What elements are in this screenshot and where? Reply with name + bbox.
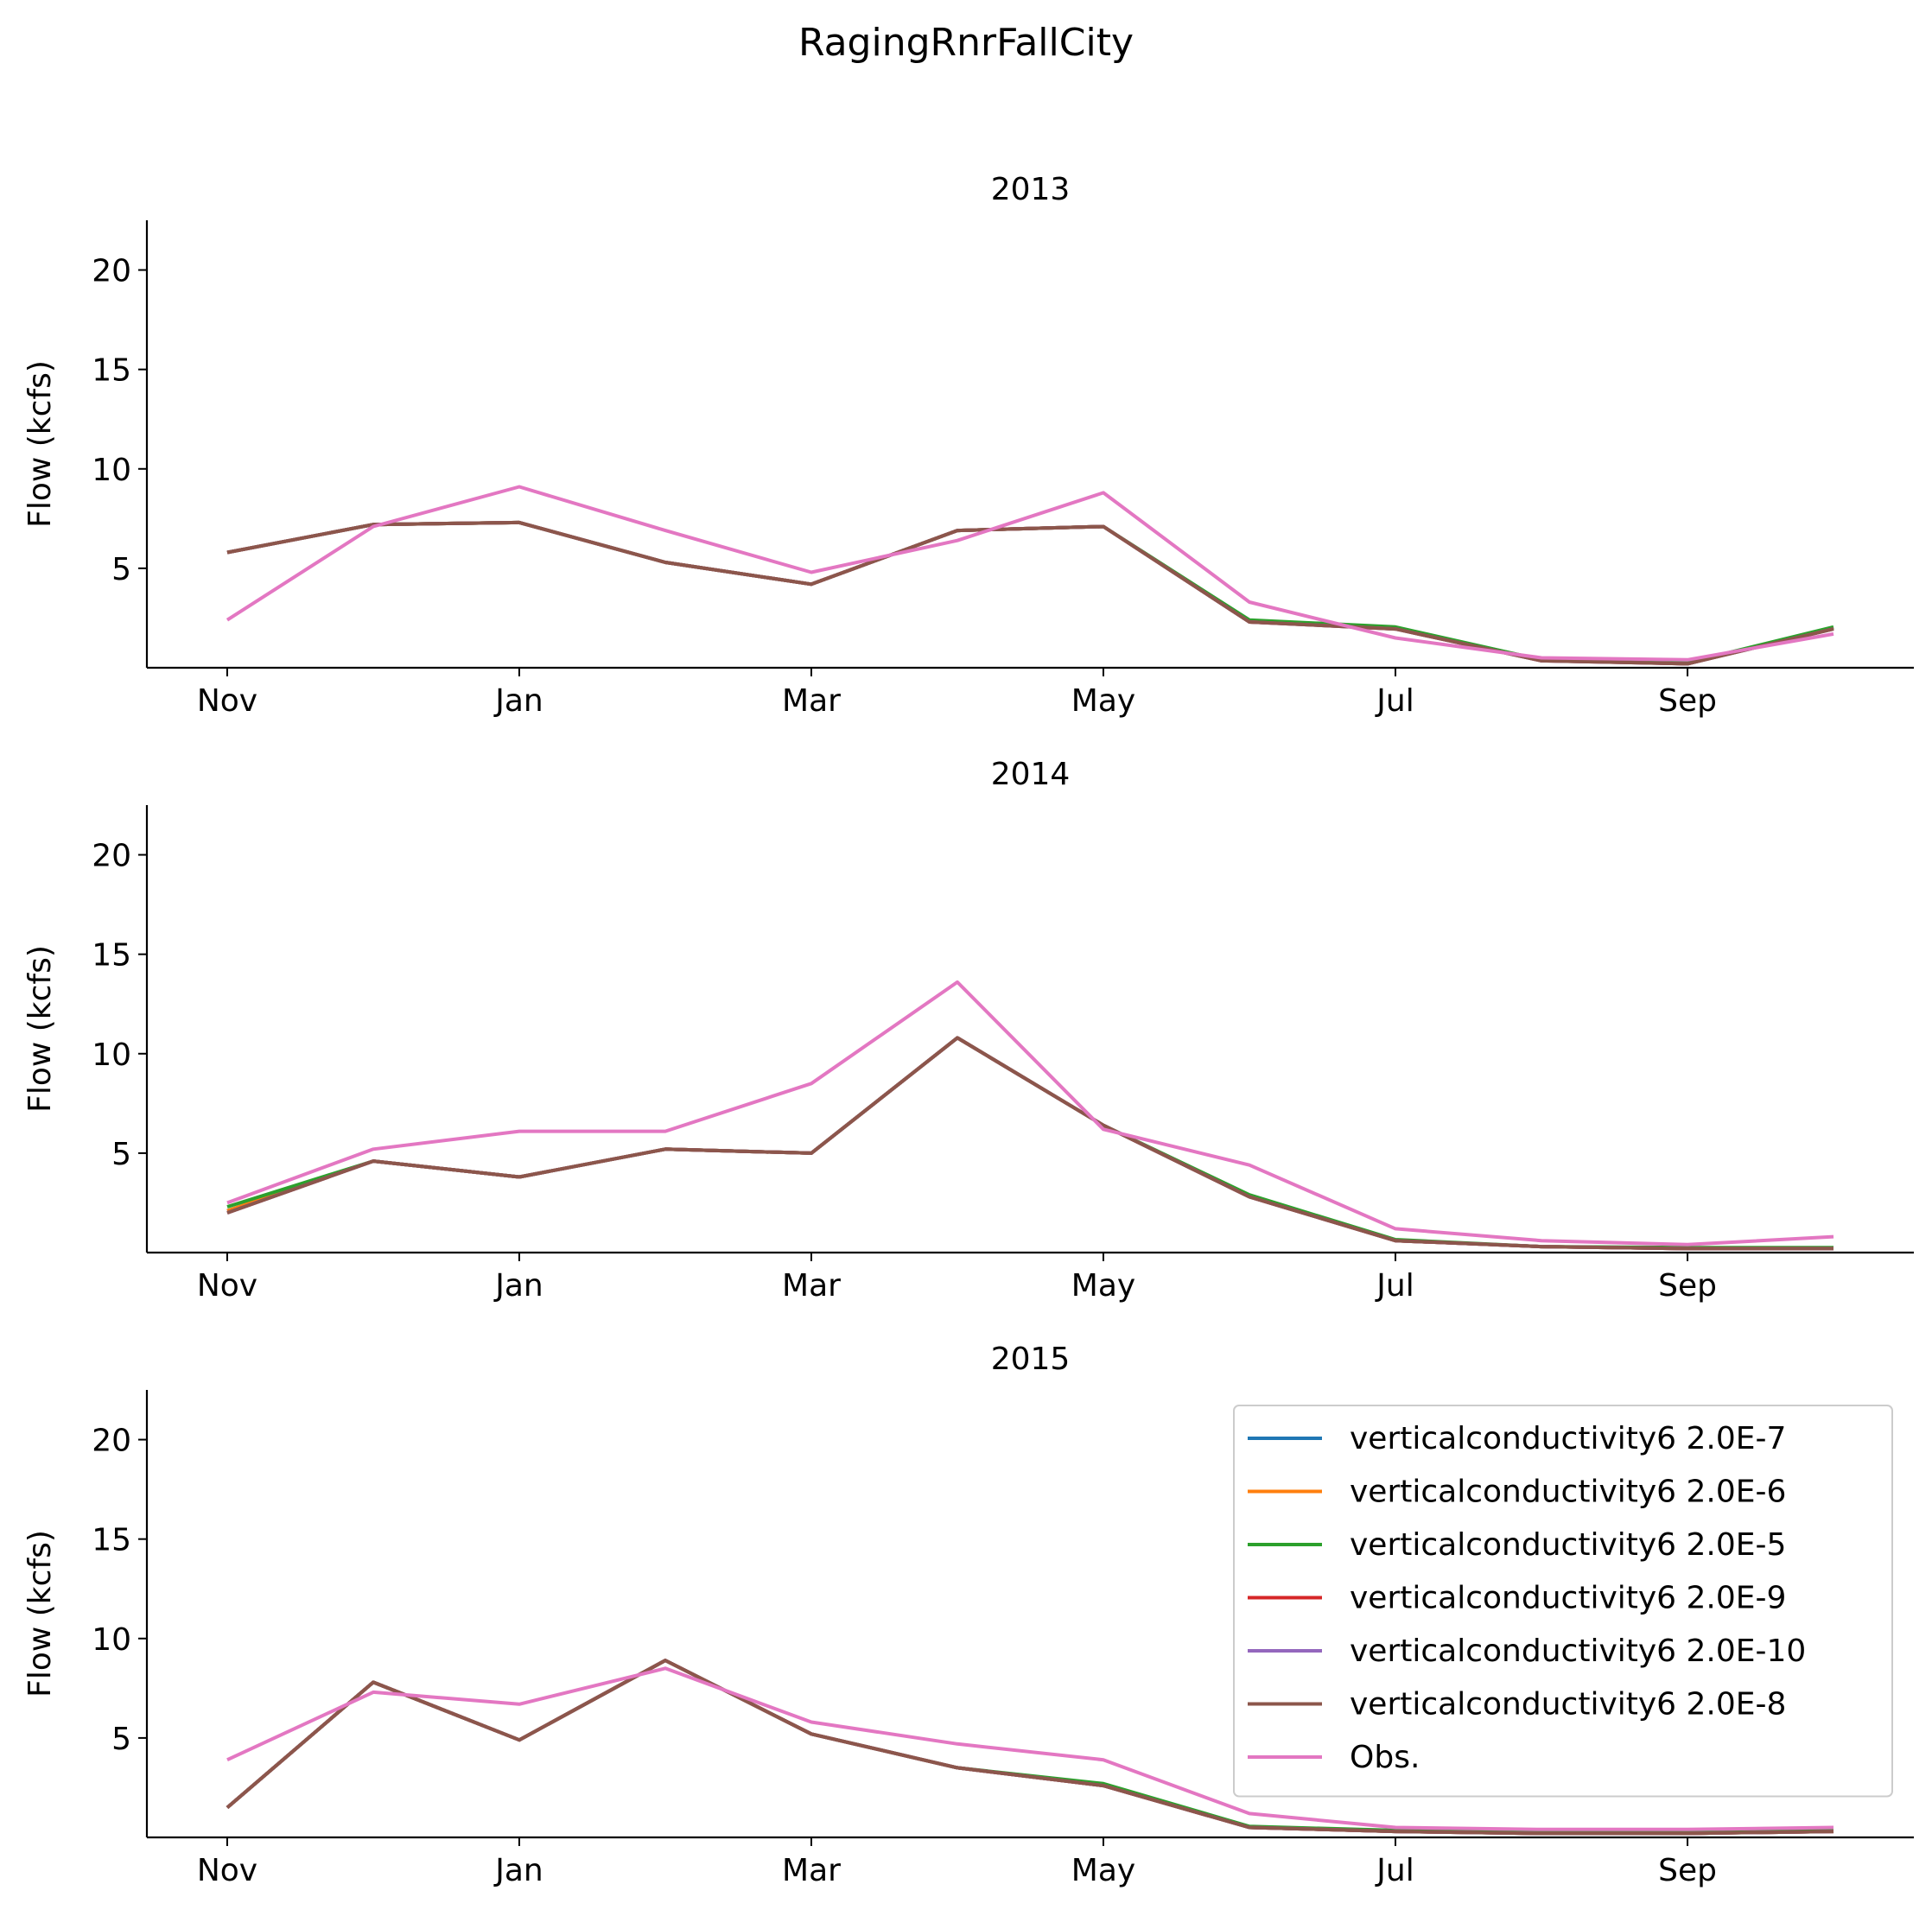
y-axis-label: Flow (kcfs) — [22, 1530, 58, 1697]
y-axis-label: Flow (kcfs) — [22, 360, 58, 528]
y-tick-label: 20 — [92, 839, 131, 874]
x-tick-label: May — [1071, 683, 1135, 719]
x-tick-label: Mar — [782, 1853, 841, 1888]
series-line-verticalconductivity6-2-0e-8 — [226, 520, 1834, 666]
x-tick-label: May — [1071, 1268, 1135, 1304]
x-tick-label: Jan — [493, 1853, 543, 1888]
x-tick-label: Jan — [493, 1268, 543, 1304]
series-line-verticalconductivity6-2-0e-8 — [226, 1036, 1833, 1251]
y-tick-label: 15 — [92, 1523, 131, 1558]
legend-frame — [1233, 1405, 1893, 1798]
x-tick-label: Mar — [782, 1268, 841, 1304]
x-tick-label: Nov — [197, 1268, 257, 1304]
series-line-obs- — [226, 485, 1834, 662]
legend-label: verticalconductivity6 2.0E-6 — [1350, 1475, 1786, 1510]
x-tick-label: Jul — [1375, 683, 1414, 719]
y-tick-label: 10 — [92, 453, 131, 488]
panel-title: 2015 — [991, 1342, 1071, 1377]
legend-label: verticalconductivity6 2.0E-10 — [1350, 1634, 1806, 1669]
legend-label: verticalconductivity6 2.0E-9 — [1350, 1581, 1786, 1616]
x-tick-label: Jan — [493, 683, 543, 719]
legend-label: verticalconductivity6 2.0E-7 — [1350, 1421, 1786, 1456]
legend-label: verticalconductivity6 2.0E-5 — [1350, 1527, 1786, 1563]
legend-label: Obs. — [1350, 1740, 1420, 1775]
series-line-verticalconductivity6-2-0e-7 — [226, 1036, 1833, 1251]
y-tick-label: 10 — [92, 1037, 131, 1073]
x-tick-label: Sep — [1658, 1268, 1717, 1304]
y-tick-label: 10 — [92, 1622, 131, 1658]
y-tick-label: 5 — [111, 1137, 131, 1172]
x-tick-label: Nov — [197, 1853, 257, 1888]
series-line-verticalconductivity6-2-0e-9 — [226, 1036, 1833, 1251]
panel-2015: 2015 Flow (kcfs) 5 10 15 20 Nov Jan Mar May Jul Sep — [22, 1342, 1914, 1888]
series-line-verticalconductivity6-2-0e-9 — [226, 520, 1834, 666]
y-axis-label: Flow (kcfs) — [22, 945, 58, 1113]
x-tick-label: Jul — [1375, 1853, 1414, 1888]
y-tick-label: 15 — [92, 353, 131, 389]
series-line-verticalconductivity6-2-0e-7 — [226, 520, 1834, 666]
series-line-verticalconductivity6-2-0e-5 — [226, 1036, 1833, 1250]
x-tick-label: Sep — [1658, 683, 1717, 719]
panel-title: 2013 — [991, 172, 1071, 207]
x-tick-label: May — [1071, 1853, 1135, 1888]
panels: 2013 Flow (kcfs) 5 10 15 20 Nov Jan Mar May Jul Sep… — [22, 172, 1914, 1888]
y-tick-label: 5 — [111, 552, 131, 587]
legend: verticalconductivity6 2.0E-7 verticalcond… — [1233, 1405, 1893, 1798]
series-line-verticalconductivity6-2-0e-5 — [226, 520, 1834, 665]
x-tick-label: Jul — [1375, 1268, 1414, 1304]
panel-2014: 2014 Flow (kcfs) 5 10 15 20 Nov Jan Mar May Jul Sep — [22, 757, 1914, 1304]
series-line-verticalconductivity6-2-0e-8 — [226, 1659, 1834, 1836]
y-tick-label: 20 — [92, 1424, 131, 1459]
series-line-verticalconductivity6-2-0e-6 — [226, 520, 1834, 666]
series-line-obs- — [226, 1666, 1834, 1831]
y-tick-label: 20 — [92, 254, 131, 289]
panel-title: 2014 — [991, 757, 1071, 792]
panel-2013: 2013 Flow (kcfs) 5 10 15 20 Nov Jan Mar May Jul Sep — [22, 172, 1914, 719]
x-tick-label: Mar — [782, 683, 841, 719]
x-tick-label: Nov — [197, 683, 257, 719]
x-tick-label: Sep — [1658, 1853, 1717, 1888]
legend-label: verticalconductivity6 2.0E-8 — [1350, 1687, 1786, 1722]
series-line-verticalconductivity6-2-0e-10 — [226, 520, 1834, 666]
series-line-obs- — [226, 980, 1834, 1247]
figure-title: RagingRnrFallCity — [798, 21, 1134, 65]
series-line-verticalconductivity6-2-0e-6 — [226, 1036, 1833, 1251]
series-line-verticalconductivity6-2-0e-10 — [226, 1036, 1833, 1251]
y-tick-label: 15 — [92, 938, 131, 974]
y-tick-label: 5 — [111, 1722, 131, 1757]
